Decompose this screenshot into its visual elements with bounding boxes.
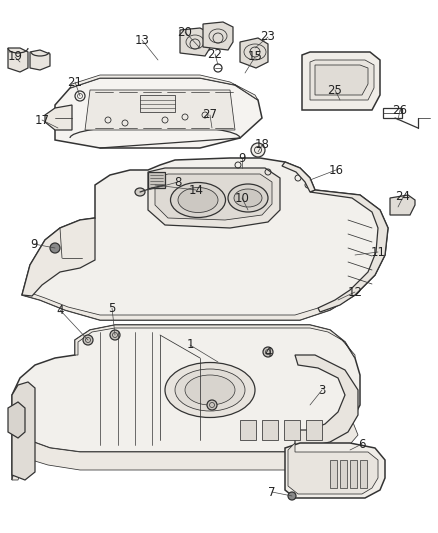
Polygon shape (12, 325, 360, 480)
Text: 3: 3 (318, 384, 326, 397)
Polygon shape (340, 460, 347, 488)
Polygon shape (148, 168, 280, 228)
Polygon shape (148, 172, 165, 188)
Polygon shape (140, 95, 175, 112)
Polygon shape (310, 190, 388, 312)
Text: 25: 25 (328, 84, 343, 96)
Circle shape (110, 330, 120, 340)
Text: 12: 12 (347, 286, 363, 298)
Polygon shape (70, 75, 258, 100)
Polygon shape (12, 420, 358, 480)
Polygon shape (55, 78, 262, 148)
Polygon shape (282, 162, 315, 192)
Text: 6: 6 (358, 438, 366, 450)
Polygon shape (30, 50, 50, 70)
Text: 15: 15 (247, 51, 262, 63)
Polygon shape (284, 420, 300, 440)
Polygon shape (390, 195, 415, 215)
Polygon shape (155, 174, 272, 220)
Text: 21: 21 (67, 76, 82, 88)
Text: 8: 8 (174, 175, 182, 189)
Circle shape (83, 335, 93, 345)
Polygon shape (295, 355, 358, 447)
Text: 4: 4 (56, 303, 64, 317)
Polygon shape (22, 275, 375, 320)
Text: 27: 27 (202, 109, 218, 122)
Text: 26: 26 (392, 103, 407, 117)
Text: 17: 17 (35, 114, 49, 126)
Text: 20: 20 (177, 26, 192, 38)
Polygon shape (285, 443, 385, 498)
Ellipse shape (185, 375, 235, 405)
Text: 22: 22 (208, 47, 223, 61)
Polygon shape (288, 443, 378, 494)
Text: 4: 4 (264, 345, 272, 359)
Ellipse shape (170, 182, 226, 217)
Text: 7: 7 (268, 486, 276, 498)
Polygon shape (8, 48, 28, 72)
Polygon shape (85, 90, 235, 130)
Circle shape (251, 143, 265, 157)
Text: 18: 18 (254, 139, 269, 151)
Polygon shape (180, 28, 210, 56)
Circle shape (50, 243, 60, 253)
Polygon shape (75, 325, 355, 358)
Polygon shape (203, 22, 233, 50)
Text: 9: 9 (30, 238, 38, 251)
Circle shape (288, 492, 296, 500)
Ellipse shape (175, 369, 245, 411)
Polygon shape (45, 105, 72, 130)
Text: 19: 19 (7, 51, 22, 63)
Polygon shape (22, 218, 95, 296)
Text: 9: 9 (238, 151, 246, 165)
Polygon shape (8, 402, 25, 438)
Text: 10: 10 (235, 191, 249, 205)
Text: 24: 24 (396, 190, 410, 204)
Text: 13: 13 (134, 34, 149, 46)
Polygon shape (240, 38, 268, 68)
Text: 14: 14 (188, 183, 204, 197)
Polygon shape (360, 460, 367, 488)
Polygon shape (22, 158, 388, 320)
Circle shape (207, 400, 217, 410)
Ellipse shape (165, 362, 255, 417)
Text: 23: 23 (261, 30, 276, 44)
Polygon shape (262, 420, 278, 440)
Ellipse shape (135, 188, 145, 196)
Polygon shape (302, 52, 380, 110)
Polygon shape (306, 420, 322, 440)
Ellipse shape (228, 184, 268, 212)
Polygon shape (350, 460, 357, 488)
Polygon shape (315, 65, 368, 95)
Polygon shape (240, 420, 256, 440)
Text: 11: 11 (371, 246, 385, 259)
Text: 5: 5 (108, 302, 116, 314)
Polygon shape (330, 460, 337, 488)
Text: 1: 1 (186, 338, 194, 351)
Polygon shape (310, 60, 374, 100)
Text: 16: 16 (328, 164, 343, 176)
Ellipse shape (234, 189, 262, 207)
Ellipse shape (178, 188, 218, 213)
Polygon shape (12, 382, 35, 480)
Circle shape (263, 347, 273, 357)
